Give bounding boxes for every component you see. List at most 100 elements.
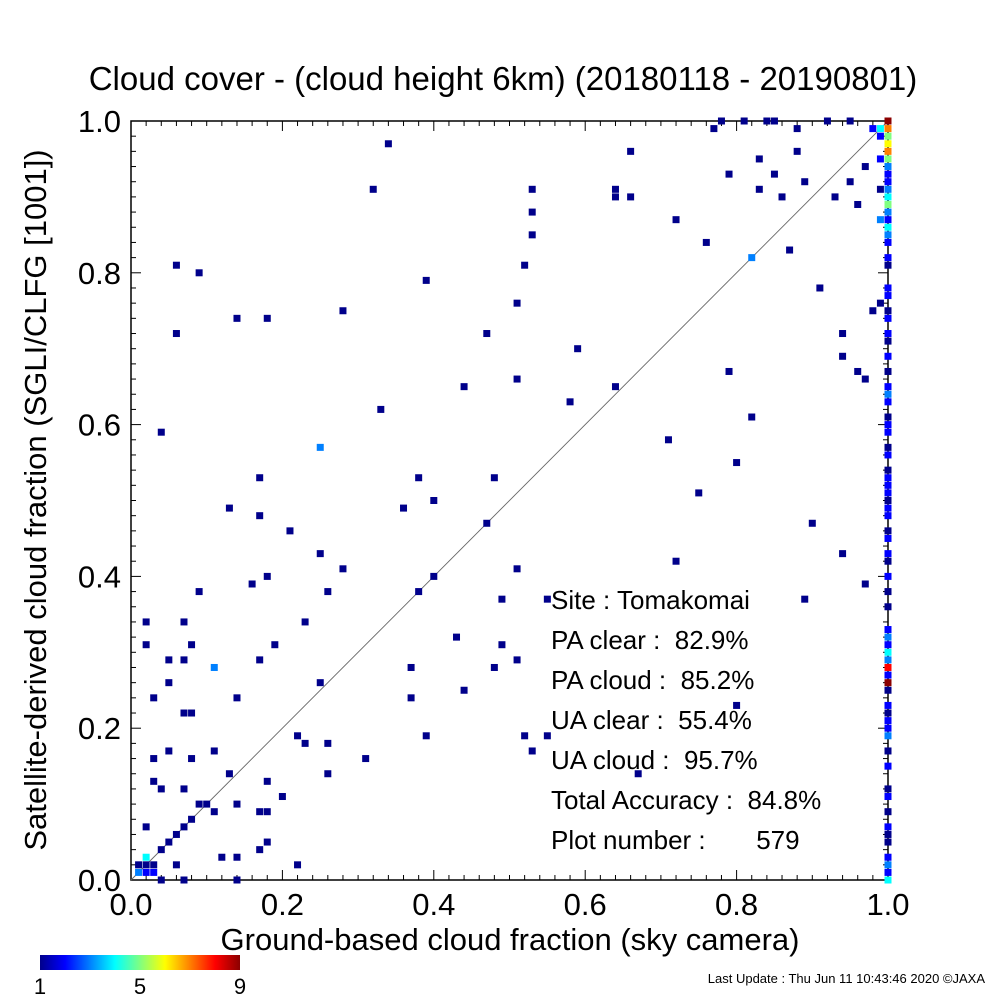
data-point: [884, 466, 892, 474]
x-tick-label: 0.4: [412, 887, 455, 922]
data-point: [884, 793, 892, 801]
data-point: [180, 709, 188, 717]
data-point: [884, 534, 892, 542]
data-point: [528, 231, 536, 239]
data-point: [884, 550, 892, 558]
data-point: [521, 732, 529, 740]
data-point: [286, 527, 294, 535]
data-point: [831, 193, 839, 201]
data-point: [884, 527, 892, 535]
color-scale-tick: 1: [34, 974, 46, 999]
data-point: [884, 709, 892, 717]
data-point: [165, 656, 173, 664]
data-point: [695, 489, 703, 497]
data-point: [172, 830, 180, 838]
data-point: [225, 504, 233, 512]
y-tick-label: 0.2: [78, 711, 121, 746]
y-tick-label: 1.0: [78, 104, 121, 139]
data-point: [203, 800, 211, 808]
data-point: [884, 261, 892, 269]
data-point: [324, 739, 332, 747]
data-point: [884, 216, 892, 224]
x-tick-label: 0.6: [564, 887, 607, 922]
data-point: [884, 337, 892, 345]
data-point: [543, 732, 551, 740]
data-point: [324, 770, 332, 778]
last-update-text: Last Update : Thu Jun 11 10:43:46 2020 ©…: [708, 971, 986, 986]
data-point: [793, 125, 801, 133]
data-point: [407, 694, 415, 702]
data-point: [453, 633, 461, 641]
data-point: [884, 808, 892, 816]
data-point: [513, 656, 521, 664]
data-point: [793, 147, 801, 155]
data-point: [884, 451, 892, 459]
data-point: [574, 345, 582, 353]
data-point: [884, 185, 892, 193]
data-point: [839, 550, 847, 558]
stats-line: UA clear : 55.4%: [551, 705, 752, 735]
data-point: [884, 383, 892, 391]
data-point: [157, 876, 165, 884]
data-point: [876, 216, 884, 224]
data-point: [384, 140, 392, 148]
data-point: [884, 307, 892, 315]
data-point: [884, 633, 892, 641]
data-point: [233, 853, 241, 861]
stats-line: PA clear : 82.9%: [551, 625, 749, 655]
data-point: [839, 352, 847, 360]
data-point: [142, 618, 150, 626]
data-point: [521, 261, 529, 269]
data-point: [748, 254, 756, 262]
data-point: [339, 565, 347, 573]
data-point: [627, 147, 635, 155]
data-point: [400, 504, 408, 512]
data-point: [854, 200, 862, 208]
data-point: [876, 132, 884, 140]
y-axis-label: Satellite-derived cloud fraction (SGLI/C…: [18, 149, 53, 850]
data-point: [884, 208, 892, 216]
data-point: [786, 246, 794, 254]
data-point: [233, 314, 241, 322]
data-point: [846, 178, 854, 186]
stats-line: Total Accuracy : 84.8%: [551, 785, 821, 815]
data-point: [225, 770, 233, 778]
data-point: [884, 724, 892, 732]
data-point: [672, 216, 680, 224]
data-point: [301, 739, 309, 747]
data-point: [543, 595, 551, 603]
x-tick-label: 0.0: [109, 887, 152, 922]
data-point: [884, 868, 892, 876]
data-point: [611, 383, 619, 391]
data-point: [165, 747, 173, 755]
data-point: [528, 185, 536, 193]
data-point: [846, 117, 854, 125]
data-point: [876, 155, 884, 163]
data-point: [861, 580, 869, 588]
data-point: [142, 853, 150, 861]
data-point: [165, 838, 173, 846]
data-point: [823, 117, 831, 125]
data-point: [876, 125, 884, 133]
data-point: [294, 732, 302, 740]
data-point: [884, 747, 892, 755]
data-point: [362, 755, 370, 763]
data-point: [301, 618, 309, 626]
data-point: [483, 519, 491, 527]
data-point: [150, 868, 158, 876]
data-point: [142, 861, 150, 869]
data-point: [884, 117, 892, 125]
data-point: [172, 861, 180, 869]
data-point: [611, 193, 619, 201]
data-point: [324, 588, 332, 596]
data-point: [210, 663, 218, 671]
y-tick-label: 0.4: [78, 559, 121, 594]
data-point: [611, 185, 619, 193]
data-point: [884, 474, 892, 482]
data-point: [884, 663, 892, 671]
data-point: [142, 641, 150, 649]
color-scale-tick: 9: [234, 974, 246, 999]
data-point: [801, 595, 809, 603]
data-point: [884, 717, 892, 725]
data-point: [884, 861, 892, 869]
